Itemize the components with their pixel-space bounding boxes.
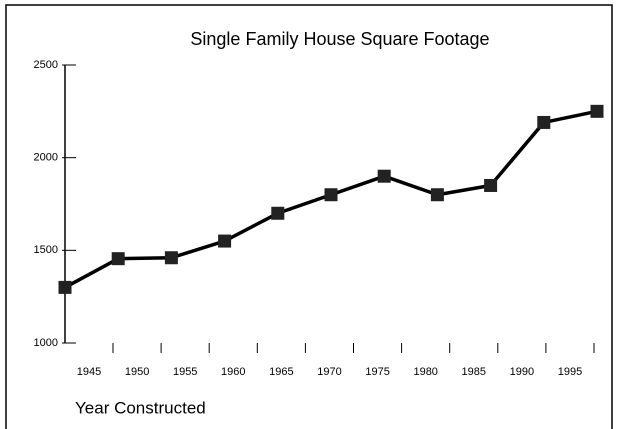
x-tick-label: 1995 [558, 366, 582, 378]
x-tick-label: 1955 [173, 366, 197, 378]
x-tick-label: 1945 [77, 366, 101, 378]
x-tick-label: 1965 [269, 366, 293, 378]
x-tick-label: 1970 [317, 366, 341, 378]
marker [218, 234, 232, 248]
x-tick-label: 1985 [462, 366, 486, 378]
x-axis-label: Year Constructed [75, 398, 206, 417]
y-tick-label: 1500 [34, 244, 58, 256]
x-tick-label: 1950 [125, 366, 149, 378]
x-tick-label: 1980 [413, 366, 437, 378]
y-tick-label: 2500 [34, 59, 58, 71]
marker [430, 188, 444, 202]
marker [590, 104, 604, 118]
chart-title: Single Family House Square Footage [190, 29, 489, 49]
marker [537, 115, 551, 129]
y-tick-label: 2000 [34, 152, 58, 164]
marker [484, 178, 498, 192]
y-tick-label: 1000 [34, 337, 58, 349]
marker [324, 188, 338, 202]
x-tick-label: 1990 [510, 366, 534, 378]
x-tick-label: 1975 [365, 366, 389, 378]
marker [111, 252, 125, 266]
x-tick-label: 1960 [221, 366, 245, 378]
marker [377, 169, 391, 183]
marker [271, 206, 285, 220]
frame [5, 4, 613, 429]
marker [164, 251, 178, 265]
marker [58, 280, 72, 294]
